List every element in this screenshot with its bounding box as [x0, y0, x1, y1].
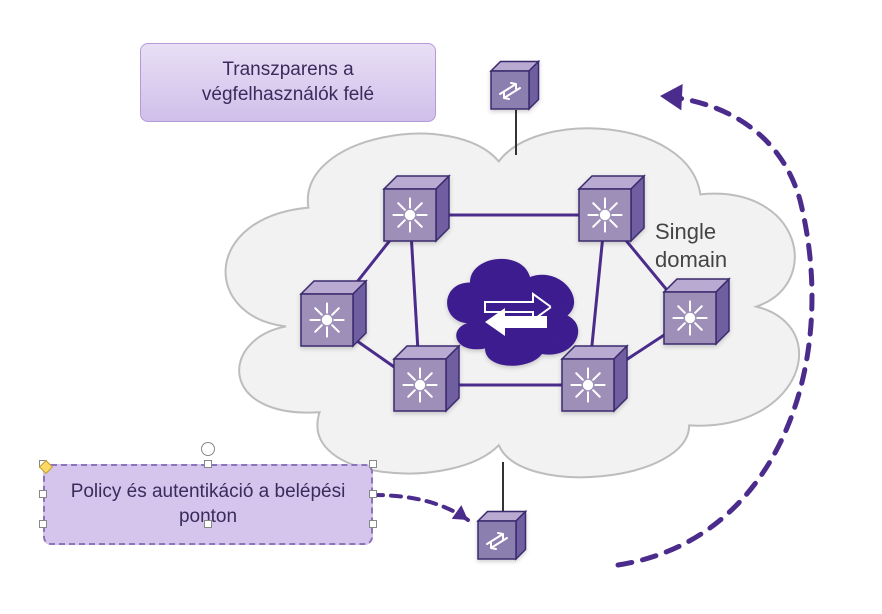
callout-policy-auth[interactable]: Policy és autentikáció a belépési ponton	[43, 464, 373, 545]
selection-handle[interactable]	[369, 520, 377, 528]
policy-arrow	[373, 495, 468, 520]
domain-label-line1: Single	[655, 219, 716, 244]
selection-handle[interactable]	[204, 520, 212, 528]
topology-edge	[588, 318, 690, 385]
fabric-switch-icon	[384, 176, 449, 241]
arrowhead-icon	[660, 84, 683, 110]
topology-edge	[588, 215, 605, 385]
feedback-loop-arrow	[618, 96, 812, 565]
selection-handle[interactable]	[204, 460, 212, 468]
fabric-switch-icon	[579, 176, 644, 241]
single-domain-label: Single domain	[655, 218, 727, 273]
callout-top-text: Transzparens a végfelhasználók felé	[202, 59, 374, 105]
selection-handle[interactable]	[39, 490, 47, 498]
fabric-switch-icon	[394, 346, 459, 411]
domain-label-line2: domain	[655, 247, 727, 272]
callout-transparent-to-users: Transzparens a végfelhasználók felé	[140, 43, 436, 122]
arrowhead-icon	[452, 505, 468, 520]
sdn-cloud-icon	[447, 259, 578, 366]
topology-edge	[327, 215, 410, 320]
fabric-switch-icon	[562, 346, 627, 411]
external-switch-icon	[491, 62, 539, 110]
fabric-switch-icon	[301, 281, 366, 346]
selection-handle[interactable]	[39, 520, 47, 528]
rotate-handle[interactable]	[201, 442, 215, 456]
selection-handle[interactable]	[369, 490, 377, 498]
external-switch-icon	[478, 512, 526, 560]
sdn-arrows-icon	[485, 294, 566, 345]
topology-edge	[410, 215, 420, 385]
fabric-switch-icon	[664, 279, 729, 344]
selection-handle[interactable]	[369, 460, 377, 468]
network-cloud	[226, 128, 800, 477]
topology-edge	[327, 320, 420, 385]
